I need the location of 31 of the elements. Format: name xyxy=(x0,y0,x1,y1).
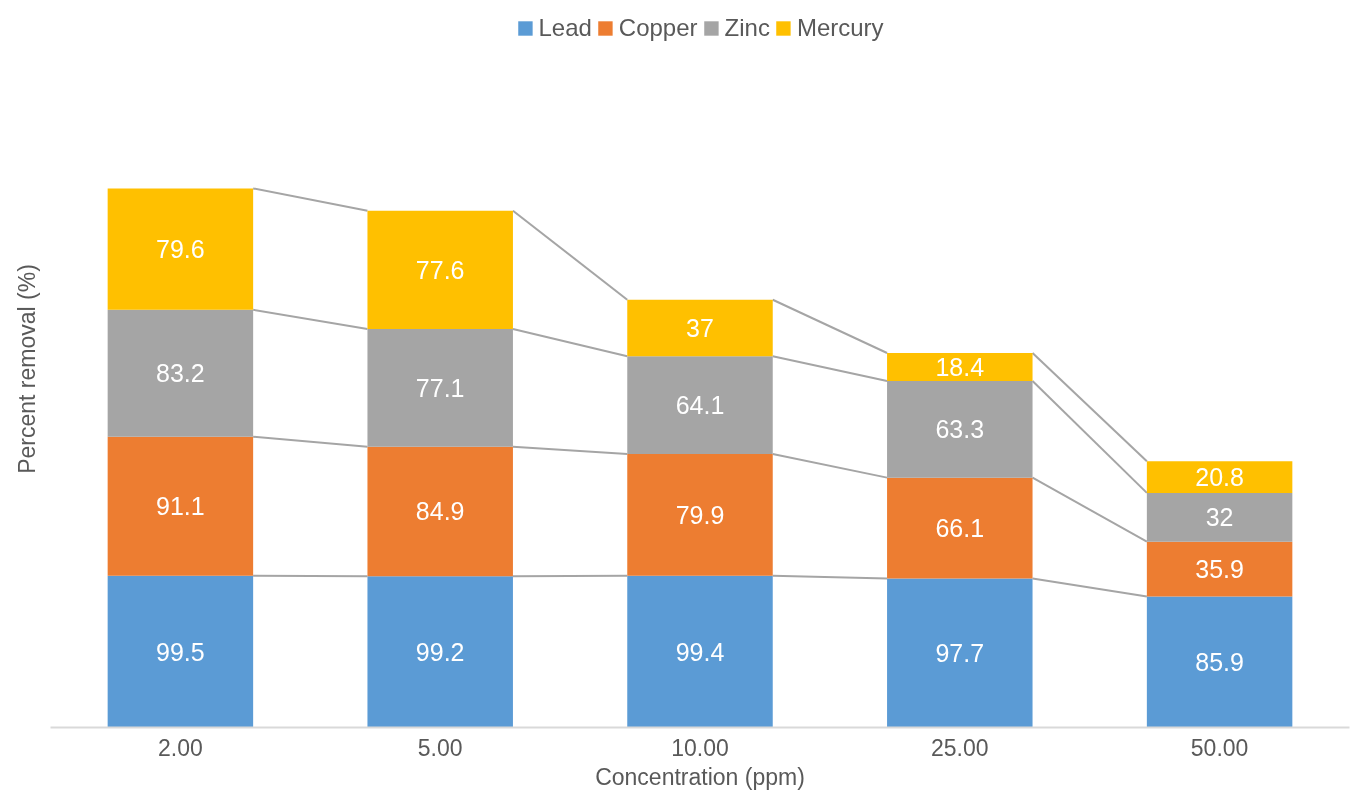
data-label: 85.9 xyxy=(1195,647,1244,676)
x-tick-label: 25.00 xyxy=(931,734,989,761)
data-label: 97.7 xyxy=(935,638,985,667)
data-label: 79.9 xyxy=(675,500,725,529)
data-label: 99.5 xyxy=(156,637,205,666)
data-label: 84.9 xyxy=(415,497,465,526)
data-label: 99.4 xyxy=(675,637,725,666)
legend-label: Lead xyxy=(538,14,592,42)
x-tick-label: 10.00 xyxy=(671,734,729,761)
data-label: 77.6 xyxy=(415,255,465,284)
x-tick-label: 2.00 xyxy=(158,734,203,761)
data-label: 20.8 xyxy=(1195,463,1244,492)
data-label: 64.1 xyxy=(675,391,725,420)
x-tick-label: 50.00 xyxy=(1190,734,1249,761)
legend-label: Copper xyxy=(618,14,698,42)
y-axis-title: Percent removal (%) xyxy=(13,264,40,474)
data-label: 79.6 xyxy=(156,235,205,264)
data-label: 32 xyxy=(1205,503,1234,532)
data-label: 18.4 xyxy=(935,353,985,382)
legend-label: Mercury xyxy=(796,14,884,42)
x-axis-title: Concentration (ppm) xyxy=(595,763,805,790)
data-label: 35.9 xyxy=(1195,555,1244,584)
data-label: 99.2 xyxy=(415,637,465,666)
legend-label: Zinc xyxy=(724,14,770,42)
data-label: 83.2 xyxy=(156,359,205,388)
x-tick-label: 5.00 xyxy=(417,734,463,761)
data-label: 91.1 xyxy=(156,492,205,521)
data-label: 66.1 xyxy=(935,514,985,543)
data-label: 63.3 xyxy=(935,415,985,444)
data-label: 77.1 xyxy=(415,373,465,402)
data-label: 37 xyxy=(686,313,714,342)
